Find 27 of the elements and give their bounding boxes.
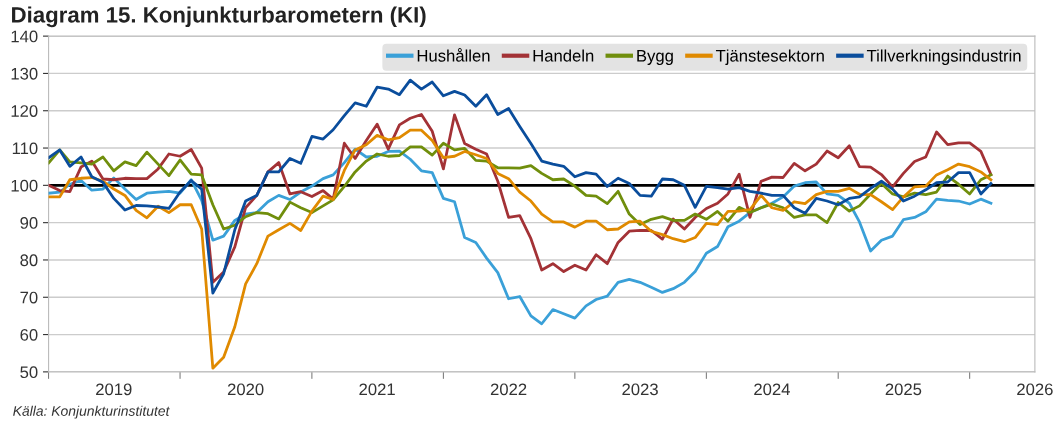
legend-label: Hushållen bbox=[417, 48, 490, 62]
y-tick-label: 130 bbox=[11, 67, 38, 80]
x-tick-label: 2020 bbox=[227, 383, 264, 396]
y-tick-label: 80 bbox=[20, 254, 38, 267]
legend-label: Tjänstesektorn bbox=[715, 49, 824, 65]
x-tick-label: 2023 bbox=[622, 383, 658, 396]
y-tick-label: 110 bbox=[12, 142, 38, 155]
x-tick-label: 2019 bbox=[96, 383, 132, 396]
y-tick-label: 140 bbox=[11, 30, 38, 43]
legend-label: Handeln bbox=[533, 49, 594, 62]
x-tick-label: 2026 bbox=[1017, 383, 1053, 396]
y-tick-label: 100 bbox=[11, 179, 38, 192]
y-tick-label: 90 bbox=[20, 217, 38, 229]
y-tick-label: 120 bbox=[11, 105, 38, 117]
y-tick-label: 70 bbox=[20, 291, 38, 304]
y-tick-label: 50 bbox=[20, 366, 38, 379]
line-series bbox=[48, 128, 993, 370]
x-tick-label: 2024 bbox=[754, 383, 790, 396]
x-tick-label: 2022 bbox=[490, 383, 527, 396]
text: Källa: Konjunkturinstitutet bbox=[13, 405, 170, 419]
chart-title: Diagram 15. Konjunkturbarometern (KI) bbox=[12, 6, 426, 28]
x-tick-label: 2025 bbox=[885, 383, 922, 396]
x-tick-label: 2021 bbox=[359, 383, 395, 396]
legend-label: Bygg bbox=[637, 50, 673, 65]
y-tick-label: 60 bbox=[20, 328, 38, 341]
line-series bbox=[48, 78, 993, 295]
legend-label: Tillverkningsindustrin bbox=[866, 49, 1021, 65]
